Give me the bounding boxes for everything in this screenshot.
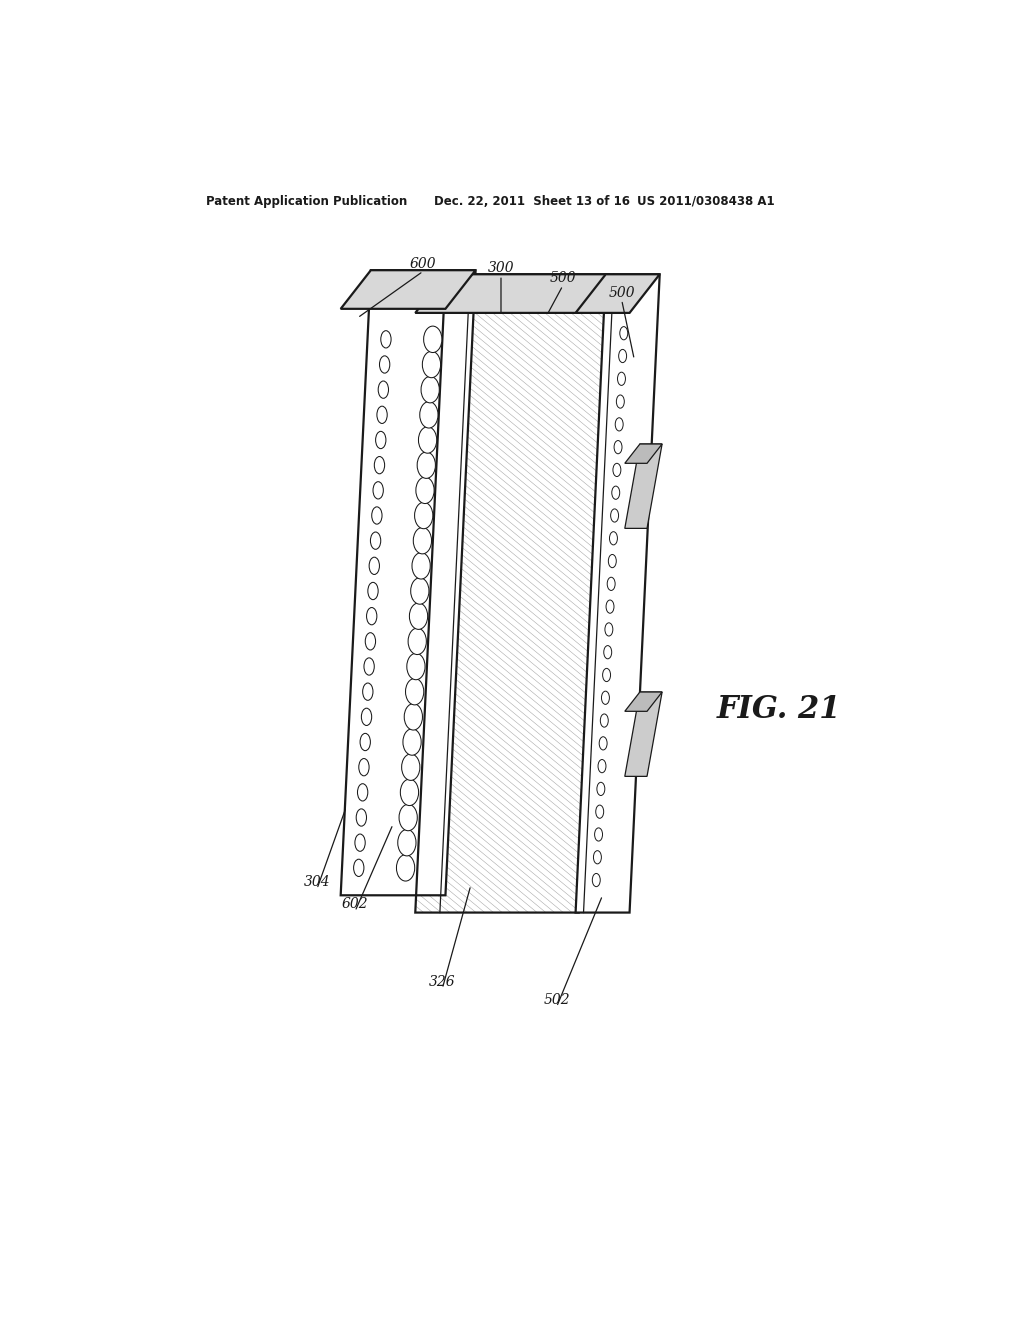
Text: FIG. 21: FIG. 21 xyxy=(717,694,841,725)
Polygon shape xyxy=(341,271,475,309)
Ellipse shape xyxy=(409,628,426,655)
Ellipse shape xyxy=(597,783,605,796)
Ellipse shape xyxy=(602,668,610,681)
Ellipse shape xyxy=(364,657,375,675)
Text: 500: 500 xyxy=(550,272,577,285)
Ellipse shape xyxy=(380,356,390,374)
Ellipse shape xyxy=(400,779,419,805)
Ellipse shape xyxy=(611,486,620,499)
Ellipse shape xyxy=(375,457,385,474)
Ellipse shape xyxy=(411,578,429,605)
Text: 300: 300 xyxy=(487,261,514,275)
Ellipse shape xyxy=(595,828,602,841)
Ellipse shape xyxy=(417,451,435,478)
Ellipse shape xyxy=(414,528,431,554)
Ellipse shape xyxy=(360,734,371,751)
Ellipse shape xyxy=(422,351,440,378)
Ellipse shape xyxy=(402,729,421,755)
Ellipse shape xyxy=(618,350,627,363)
Ellipse shape xyxy=(608,554,616,568)
Ellipse shape xyxy=(399,804,418,830)
Polygon shape xyxy=(416,275,609,313)
Ellipse shape xyxy=(412,553,430,579)
Polygon shape xyxy=(341,271,475,895)
Ellipse shape xyxy=(594,850,601,863)
Polygon shape xyxy=(416,275,609,912)
Ellipse shape xyxy=(407,653,425,680)
Ellipse shape xyxy=(419,426,436,453)
Ellipse shape xyxy=(369,557,380,574)
Ellipse shape xyxy=(605,623,612,636)
Ellipse shape xyxy=(596,805,604,818)
Ellipse shape xyxy=(401,754,420,780)
Text: 602: 602 xyxy=(342,898,369,911)
Ellipse shape xyxy=(368,582,378,599)
Ellipse shape xyxy=(601,692,609,705)
Ellipse shape xyxy=(355,834,366,851)
Ellipse shape xyxy=(356,809,367,826)
Ellipse shape xyxy=(376,432,386,449)
Polygon shape xyxy=(625,444,663,528)
Ellipse shape xyxy=(598,759,606,772)
Text: 502: 502 xyxy=(543,993,570,1007)
Text: 600: 600 xyxy=(410,257,436,271)
Ellipse shape xyxy=(415,503,433,529)
Ellipse shape xyxy=(373,482,383,499)
Ellipse shape xyxy=(361,709,372,726)
Ellipse shape xyxy=(378,381,388,399)
Ellipse shape xyxy=(609,532,617,545)
Ellipse shape xyxy=(353,859,364,876)
Ellipse shape xyxy=(600,714,608,727)
Ellipse shape xyxy=(397,829,416,855)
Ellipse shape xyxy=(377,407,387,424)
Polygon shape xyxy=(625,692,663,711)
Ellipse shape xyxy=(610,510,618,523)
Polygon shape xyxy=(625,444,663,463)
Ellipse shape xyxy=(614,441,622,454)
Text: Dec. 22, 2011  Sheet 13 of 16: Dec. 22, 2011 Sheet 13 of 16 xyxy=(433,194,630,207)
Ellipse shape xyxy=(620,326,628,339)
Text: Patent Application Publication: Patent Application Publication xyxy=(206,194,407,207)
Text: 500: 500 xyxy=(608,285,635,300)
Ellipse shape xyxy=(615,417,624,430)
Text: US 2011/0308438 A1: US 2011/0308438 A1 xyxy=(638,194,775,207)
Ellipse shape xyxy=(371,532,381,549)
Ellipse shape xyxy=(592,874,600,887)
Polygon shape xyxy=(416,275,609,912)
Ellipse shape xyxy=(381,331,391,348)
Ellipse shape xyxy=(367,607,377,624)
Ellipse shape xyxy=(607,577,615,590)
Ellipse shape xyxy=(604,645,611,659)
Ellipse shape xyxy=(616,395,625,408)
Ellipse shape xyxy=(362,682,373,701)
Text: 326: 326 xyxy=(429,974,456,989)
Ellipse shape xyxy=(396,854,415,880)
Ellipse shape xyxy=(416,477,434,503)
Ellipse shape xyxy=(613,463,621,477)
Polygon shape xyxy=(575,275,659,912)
Ellipse shape xyxy=(366,632,376,649)
Ellipse shape xyxy=(424,326,442,352)
Ellipse shape xyxy=(606,601,614,614)
Ellipse shape xyxy=(358,759,369,776)
Ellipse shape xyxy=(410,603,428,630)
Ellipse shape xyxy=(372,507,382,524)
Ellipse shape xyxy=(617,372,626,385)
Ellipse shape xyxy=(406,678,424,705)
Ellipse shape xyxy=(421,376,439,403)
Ellipse shape xyxy=(420,401,438,428)
Polygon shape xyxy=(575,275,659,313)
Ellipse shape xyxy=(599,737,607,750)
Polygon shape xyxy=(625,692,663,776)
Text: 304: 304 xyxy=(303,875,330,890)
Ellipse shape xyxy=(357,784,368,801)
Ellipse shape xyxy=(404,704,423,730)
